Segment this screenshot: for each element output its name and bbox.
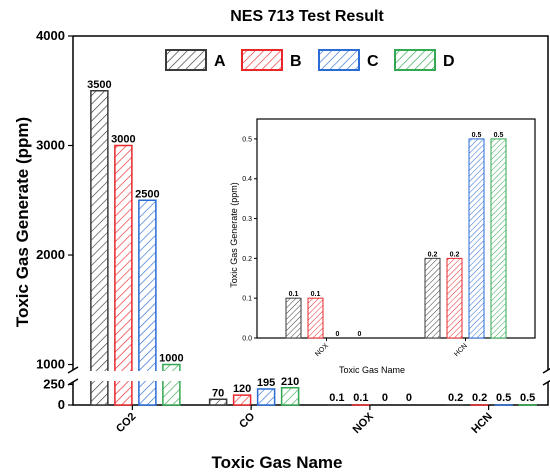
inset-x-tick-label: NOX [314,342,330,358]
x-tick-label: CO2 [114,411,138,435]
inset-data-label: 0.1 [311,291,321,298]
y-tick-label: 0 [58,397,65,412]
data-label: 0.5 [520,392,535,404]
bar-C-CO [256,388,276,406]
inset-data-label: 0 [358,331,362,338]
inset-bar-B-HCN [446,257,463,339]
inset-y-tick-label: 0.0 [242,336,252,343]
bar-D-CO [280,387,300,406]
legend-label: B [290,53,302,70]
inset-bar-C-HCN [468,138,485,339]
data-label: 195 [257,377,275,389]
inset-bar-D-HCN [490,138,507,339]
y-axis-title: Toxic Gas Generate (ppm) [13,117,32,327]
y-tick-label: 1000 [36,357,65,372]
axis-break-mark [67,378,79,386]
legend-swatch [318,49,360,71]
axis-break-gap [63,371,223,381]
data-label: 0.2 [448,392,463,404]
y-tick-label: 2000 [36,247,65,262]
chart-title: NES 713 Test Result [230,8,384,25]
y-tick-label: 250 [43,376,65,391]
bar-C-CO2 [138,199,157,406]
y-tick-label: 3000 [36,138,65,153]
data-label: 3000 [111,134,135,146]
main-plot: 0 250 1000 2000 3000 4000 3500 3000 2500 1000 CO2 7… [36,28,550,436]
legend-label: C [367,53,379,70]
inset-data-label: 0.2 [450,251,460,258]
inset-y-tick-label: 0.1 [242,296,252,303]
legend-swatch [241,49,283,71]
inset-data-label: 0 [336,331,340,338]
data-label: 0 [406,392,412,404]
inset-y-tick-label: 0.5 [242,136,252,143]
legend-item-A: A [165,49,226,71]
inset-x-axis-title: Toxic Gas Name [339,365,405,375]
inset-bar-A-HCN [424,257,441,339]
inset-y-tick-label: 0.2 [242,256,252,263]
axis-break-mark [67,366,79,374]
x-tick-label: CO [237,410,257,430]
inset-data-label: 0.2 [428,251,438,258]
inset-chart: Toxic Gas Name Toxic Gas Generate (ppm) … [229,118,536,375]
data-label: 0 [382,392,388,404]
x-axis-title: Toxic Gas Name [211,453,342,472]
main-axes-frame [72,35,549,406]
data-label: 0.5 [496,392,511,404]
legend-swatch [394,49,436,71]
legend-label: D [443,53,455,70]
data-label: 0.1 [329,392,344,404]
inset-data-label: 0.5 [472,132,482,139]
data-label: 70 [212,387,224,399]
bar-A-CO2 [90,90,109,406]
legend-item-C: C [318,49,379,71]
y-tick-label: 4000 [36,28,65,43]
axis-break-mark [542,367,550,374]
inset-bar-B-NOX [307,297,324,339]
inset-y-tick-label: 0.4 [242,176,252,183]
bar-B-CO2 [114,144,133,406]
data-label: 1000 [159,353,183,365]
legend: A B C D [165,49,455,71]
inset-y-axis-title: Toxic Gas Generate (ppm) [229,182,239,288]
x-tick-label: NOX [351,410,377,436]
inset-bar-A-NOX [285,297,302,339]
inset-data-label: 0.5 [494,132,504,139]
data-label: 210 [281,376,299,388]
data-label: 0.2 [472,392,487,404]
legend-item-B: B [241,49,302,71]
axis-break-mark [542,379,550,386]
inset-data-label: 0.1 [289,291,299,298]
data-label: 2500 [135,188,159,200]
legend-label: A [214,53,226,70]
inset-axes-frame [256,118,536,339]
inset-x-tick-label: HCN [453,342,469,358]
bar-B-CO [232,394,252,406]
legend-item-D: D [394,49,455,71]
bar-D-CO2 [162,363,181,406]
bar-A-CO [208,398,228,406]
legend-swatch [165,49,207,71]
data-label: 3500 [87,79,111,91]
x-tick-label: HCN [469,411,494,436]
inset-y-tick-label: 0.3 [242,216,252,223]
data-label: 0.1 [353,392,368,404]
data-label: 120 [233,383,251,395]
